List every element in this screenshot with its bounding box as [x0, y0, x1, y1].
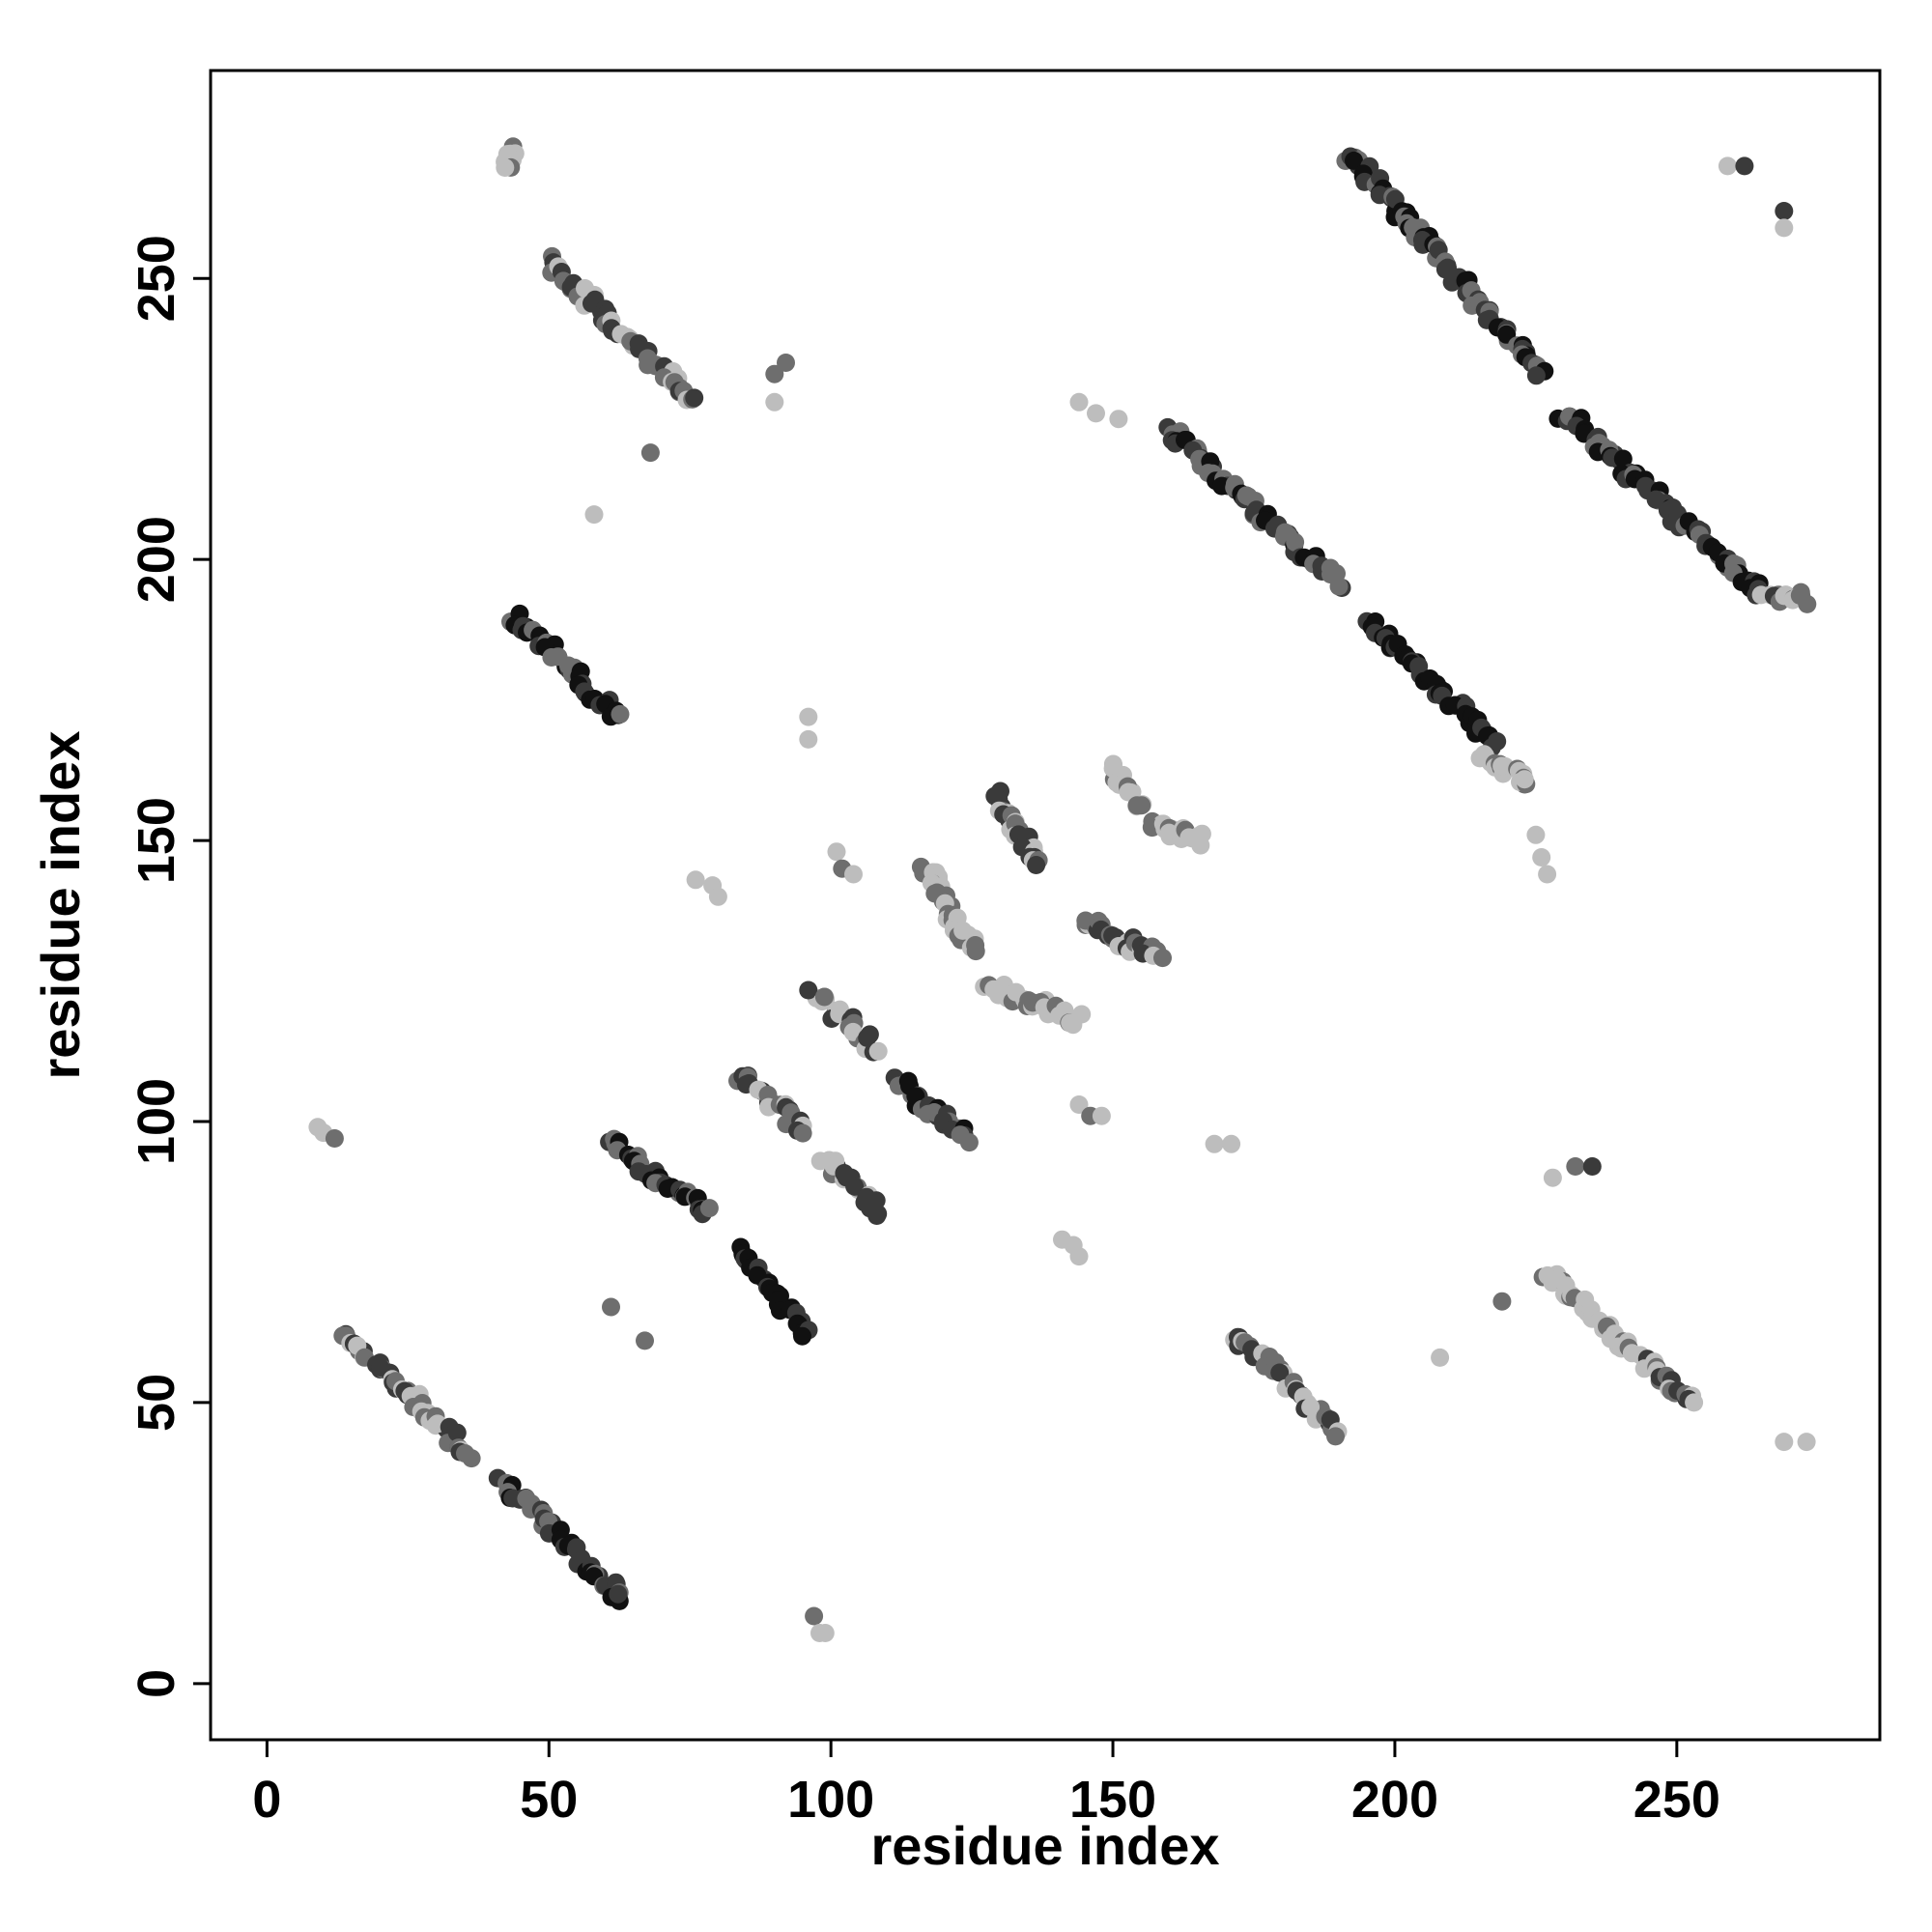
data-point-151	[685, 388, 704, 408]
data-point-821	[1270, 1363, 1290, 1382]
data-point-931	[1532, 848, 1551, 867]
data-point-924	[1087, 404, 1105, 423]
x-tick-label-0: 0	[252, 1771, 281, 1829]
data-point-319	[845, 1177, 865, 1196]
data-point-507	[1191, 836, 1210, 855]
data-point-569	[1329, 577, 1349, 596]
data-point-303	[858, 1028, 877, 1047]
data-point-938	[1775, 202, 1794, 220]
x-tick-label-1: 50	[520, 1771, 578, 1829]
data-point-909	[827, 842, 846, 862]
y-axis-label: residue index	[30, 730, 91, 1079]
data-point-901	[765, 364, 784, 384]
plot-frame	[209, 69, 1882, 1742]
y-axis: 0 50 100 150 200 250	[128, 235, 211, 1698]
data-point-615	[1488, 732, 1507, 751]
data-point-803	[1798, 594, 1817, 613]
data-point-353	[951, 1125, 970, 1145]
data-point-914	[805, 1606, 824, 1626]
data-point-555	[1286, 532, 1305, 552]
data-point-97	[496, 158, 515, 177]
data-point-409	[1027, 856, 1046, 874]
x-tick-label-5: 250	[1634, 1771, 1720, 1829]
data-point-936	[1718, 156, 1737, 176]
data-point-898	[325, 1129, 344, 1148]
data-point-635	[1515, 770, 1534, 789]
data-point-926	[1205, 1134, 1224, 1153]
data-point-283	[799, 980, 818, 1000]
data-point-225	[699, 1199, 719, 1218]
data-point-471	[1153, 949, 1172, 968]
data-point-920	[1069, 1095, 1089, 1114]
y-tick-label-2: 100	[128, 1078, 185, 1165]
data-point-933	[1543, 1168, 1562, 1187]
data-point-923	[1069, 392, 1089, 412]
data-point-737	[1613, 449, 1633, 469]
data-point-895	[1685, 1393, 1704, 1412]
data-point-589	[1409, 657, 1429, 676]
data-point-904	[799, 707, 818, 726]
data-point-383	[966, 936, 985, 954]
y-tick-label-1: 50	[128, 1374, 185, 1432]
data-point-913	[636, 1331, 654, 1350]
data-points	[308, 137, 1817, 1642]
data-point-39	[447, 1423, 467, 1442]
data-point-937	[1735, 156, 1754, 176]
data-point-934	[1566, 1157, 1585, 1176]
data-point-281	[793, 1123, 812, 1143]
data-point-45	[456, 1444, 474, 1463]
data-point-930	[1526, 825, 1546, 844]
y-tick-label-0: 0	[128, 1669, 185, 1698]
x-tick-label-3: 150	[1069, 1771, 1156, 1829]
data-point-928	[1431, 1348, 1450, 1367]
data-point-325	[867, 1191, 886, 1210]
data-point-929	[1492, 1292, 1512, 1311]
y-tick-label-4: 200	[128, 516, 185, 603]
data-point-902	[777, 354, 795, 372]
x-axis: 0 50 100 150 200 250	[252, 1740, 1720, 1829]
data-point-922	[1092, 1106, 1111, 1125]
data-point-916	[815, 1624, 835, 1642]
data-point-900	[584, 505, 604, 525]
data-point-681	[1442, 272, 1462, 292]
data-point-443	[1064, 1015, 1083, 1035]
data-point-908	[708, 887, 727, 906]
y-tick-label-3: 150	[128, 797, 185, 884]
data-point-940	[1775, 1433, 1794, 1452]
data-point-627	[1492, 756, 1512, 776]
data-point-903	[765, 392, 784, 412]
data-point-487	[1132, 796, 1151, 815]
data-point-905	[799, 729, 818, 749]
data-point-911	[844, 865, 863, 884]
data-point-927	[1222, 1134, 1241, 1153]
data-point-932	[1538, 865, 1557, 884]
x-tick-label-2: 100	[787, 1771, 874, 1829]
x-tick-label-4: 200	[1351, 1771, 1438, 1829]
data-point-287	[814, 987, 834, 1007]
data-point-327	[868, 1205, 888, 1223]
data-point-899	[640, 443, 660, 463]
data-point-906	[686, 870, 705, 890]
data-point-935	[1582, 1157, 1602, 1176]
data-point-912	[602, 1297, 620, 1317]
data-point-89	[609, 1584, 628, 1604]
data-point-919	[1069, 1247, 1089, 1266]
data-point-387	[985, 786, 1005, 806]
x-axis-label: residue index	[870, 1815, 1219, 1876]
data-point-257	[793, 1326, 811, 1346]
data-point-715	[1526, 366, 1546, 385]
data-point-305	[868, 1041, 888, 1061]
y-tick-label-5: 250	[128, 235, 185, 322]
data-point-925	[1109, 410, 1128, 429]
data-point-641	[1345, 151, 1363, 170]
data-point-841	[1326, 1427, 1345, 1446]
data-point-941	[1797, 1433, 1816, 1452]
data-point-939	[1775, 218, 1794, 238]
data-point-189	[611, 704, 630, 724]
